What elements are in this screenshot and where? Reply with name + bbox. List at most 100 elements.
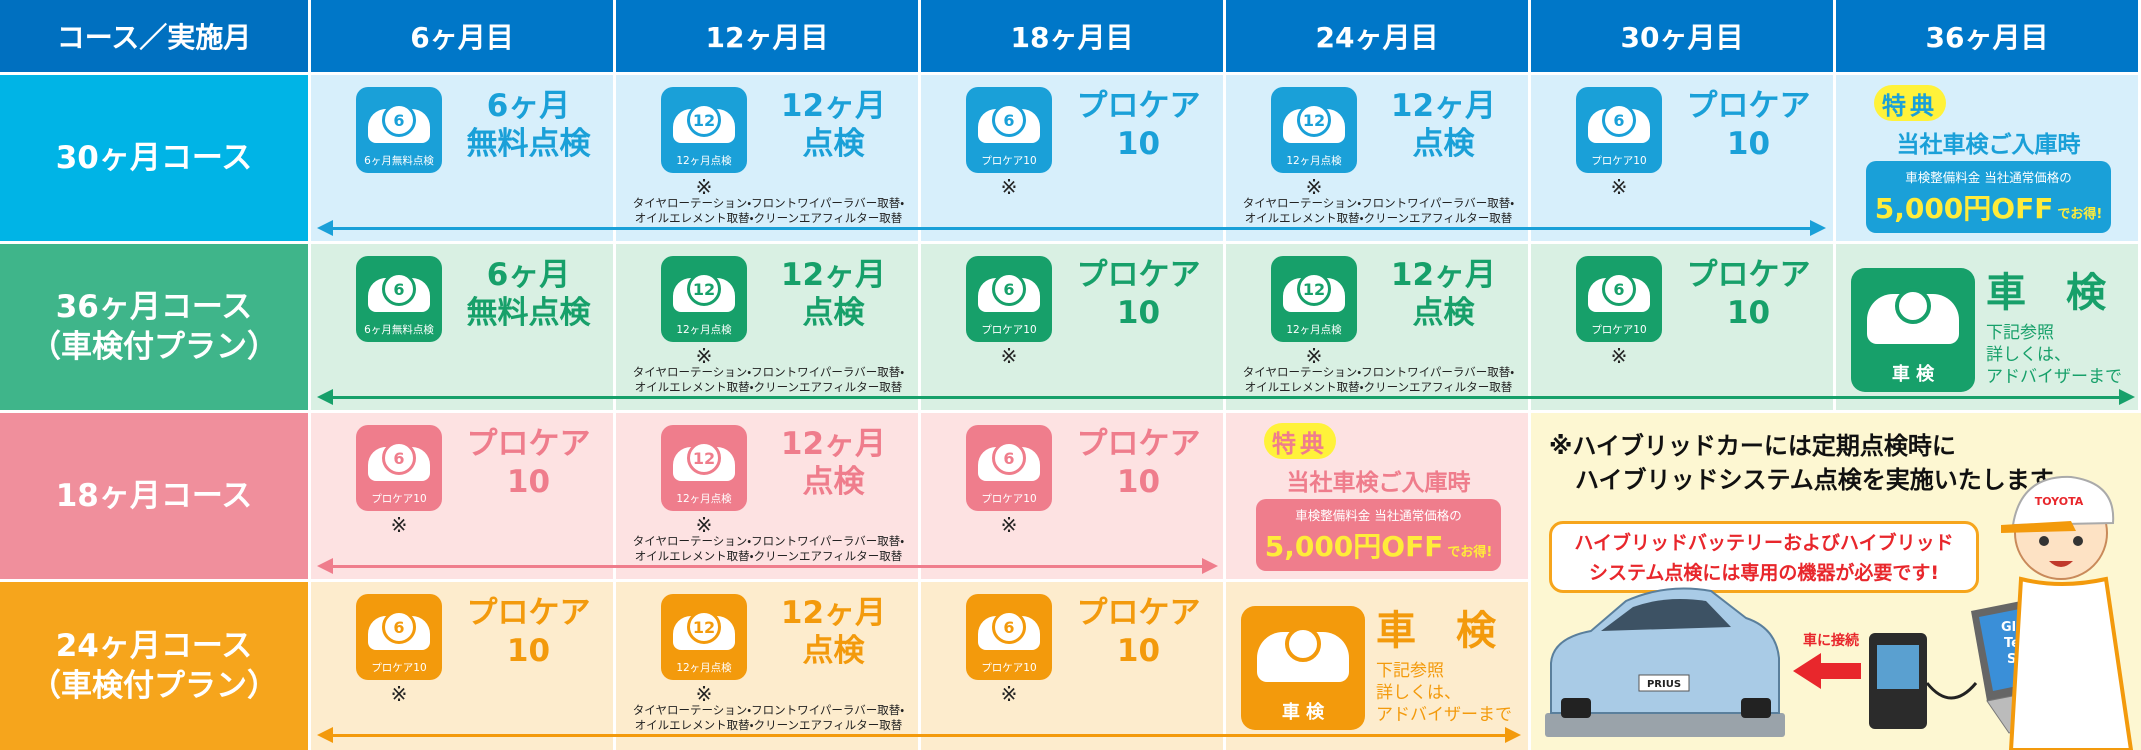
cell-title: プロケア 10 xyxy=(446,425,611,501)
benefit-title: 当社車検ご入庫時 xyxy=(1896,132,2081,158)
detail-line: タイヤローテーション・フロントワイパーラバー取替・ xyxy=(632,365,905,379)
title-line: 10 xyxy=(1116,295,1161,331)
cell-title: 12ヶ月 点検 xyxy=(751,87,916,163)
detail-line: タイヤローテーション・フロントワイパーラバー取替・ xyxy=(1242,196,1515,210)
check-icon: 12 12ヶ月点検 xyxy=(1271,87,1357,173)
mechanic-body xyxy=(2008,576,2134,750)
cell-note: ※ xyxy=(1000,682,1018,706)
icon-number: 6 xyxy=(382,103,416,137)
check-icon: 12 12ヶ月点検 xyxy=(661,594,747,680)
icon-caption: プロケア10 xyxy=(1591,155,1647,167)
icon-number: 12 xyxy=(687,272,721,306)
icon-number: 6 xyxy=(992,103,1026,137)
title-line: 無料点検 xyxy=(466,126,591,162)
detail-line: オイルエレメント取替・クリーンエアフィルター取替 xyxy=(1244,211,1513,225)
inspection-icon: 車 検 xyxy=(1851,268,1975,392)
cell-title: 12ヶ月 点検 xyxy=(751,256,916,332)
cell-note: ※ xyxy=(695,513,713,537)
car-wheel xyxy=(1741,698,1771,718)
cell-title: プロケア 10 xyxy=(446,594,611,670)
cell-note: ※ xyxy=(1610,344,1628,368)
cell-title: プロケア 10 xyxy=(1666,256,1831,332)
inspection-line: 詳しくは、 xyxy=(1986,345,2071,365)
detail-line: オイルエレメント取替・クリーンエアフィルター取替 xyxy=(634,211,903,225)
hybrid-note-line: ※ハイブリッドカーには定期点検時に xyxy=(1549,432,1956,460)
icon-caption: プロケア10 xyxy=(981,662,1037,674)
cell-note: ※ xyxy=(695,175,713,199)
cell-title: プロケア 10 xyxy=(1056,594,1221,670)
arrow-head-left xyxy=(317,727,333,743)
icon-number: 6 xyxy=(992,610,1026,644)
check-icon: 12 12ヶ月点検 xyxy=(661,87,747,173)
course-name: （車検付プラン） xyxy=(30,668,278,704)
icon-caption: プロケア10 xyxy=(981,324,1037,336)
icon-caption: プロケア10 xyxy=(371,662,427,674)
arrow-head-left xyxy=(317,220,333,236)
title-line: 12ヶ月 xyxy=(1390,257,1497,293)
title-line: 12ヶ月 xyxy=(780,595,887,631)
icon-caption: 12ヶ月点検 xyxy=(1286,324,1342,336)
title-line: 点検 xyxy=(802,464,865,500)
title-line: 6ヶ月 xyxy=(486,257,571,293)
icon-number: 12 xyxy=(1297,272,1331,306)
benefit-amount: 5,000円OFF xyxy=(1264,530,1444,563)
inspection-title: 車 検 xyxy=(1376,608,1496,654)
cell-note: ※ xyxy=(1305,344,1323,368)
car-wheel xyxy=(1561,698,1591,718)
check-icon: 6 プロケア10 xyxy=(966,87,1052,173)
course-name: 18ヶ月コース xyxy=(55,478,253,514)
arrow-shaft xyxy=(327,226,1816,230)
icon-caption: 6ヶ月無料点検 xyxy=(364,155,434,167)
course-label: 30ヶ月コース xyxy=(0,75,308,241)
title-line: 10 xyxy=(506,464,551,500)
title-line: 12ヶ月 xyxy=(780,426,887,462)
lift-platform xyxy=(1545,713,1785,737)
month-header: 30ヶ月目 xyxy=(1531,0,1833,72)
course-name: 36ヶ月コース xyxy=(55,289,253,325)
title-line: 無料点検 xyxy=(466,295,591,331)
cell-note: ※ xyxy=(1000,175,1018,199)
icon-caption: 12ヶ月点検 xyxy=(676,324,732,336)
detail-line: タイヤローテーション・フロントワイパーラバー取替・ xyxy=(632,534,905,548)
check-icon: 6 プロケア10 xyxy=(966,256,1052,342)
title-line: プロケア xyxy=(1686,257,1811,293)
cell-title: プロケア 10 xyxy=(1056,256,1221,332)
benefit-badge: 特典 xyxy=(1264,423,1336,459)
title-line: 10 xyxy=(1116,464,1161,500)
icon-number: 12 xyxy=(687,103,721,137)
title-line: 点検 xyxy=(802,126,865,162)
icon-caption: 12ヶ月点検 xyxy=(676,493,732,505)
title-line: 10 xyxy=(1726,295,1771,331)
bubble-line: システム点検には専用の機器が必要です! xyxy=(1588,562,1940,584)
title-line: 12ヶ月 xyxy=(1390,88,1497,124)
arrow-shaft xyxy=(327,564,1208,568)
title-line: 点検 xyxy=(1412,126,1475,162)
car-plate xyxy=(1638,674,1690,692)
check-icon: 6 プロケア10 xyxy=(356,425,442,511)
title-line: 12ヶ月 xyxy=(780,257,887,293)
check-icon: 12 12ヶ月点検 xyxy=(661,425,747,511)
title-line: 10 xyxy=(1116,126,1161,162)
cell-note: ※ xyxy=(390,682,408,706)
title-line: 点検 xyxy=(802,295,865,331)
inspection-line: 下記参照 xyxy=(1376,661,1444,681)
cell-title: 12ヶ月 点検 xyxy=(751,594,916,670)
inspection-ring xyxy=(1285,626,1321,662)
inspection-line: アドバイザーまで xyxy=(1986,367,2122,387)
cell-details: タイヤローテーション・フロントワイパーラバー取替・ オイルエレメント取替・クリーン… xyxy=(612,365,925,395)
benefit-line: 車検整備料金 当社通常価格の xyxy=(1295,508,1462,523)
arrow-head-left xyxy=(317,389,333,405)
title-line: 6ヶ月 xyxy=(486,88,571,124)
title-line: 10 xyxy=(1726,126,1771,162)
hybrid-illustration: PRIUS車に接続GlobalTechStreamTOYOTA xyxy=(1545,475,2134,750)
inspection-icon: 車 検 xyxy=(1241,606,1365,730)
cell-title: 6ヶ月 無料点検 xyxy=(446,87,611,163)
arrow-shaft xyxy=(327,733,1511,737)
mechanic-eye xyxy=(2073,536,2083,546)
scan-cable xyxy=(1925,682,1978,700)
cell-title: プロケア 10 xyxy=(1056,87,1221,163)
check-icon: 6 プロケア10 xyxy=(966,594,1052,680)
cell-note: ※ xyxy=(1000,513,1018,537)
cell-title: 12ヶ月 点検 xyxy=(1361,256,1526,332)
cell-details: タイヤローテーション・フロントワイパーラバー取替・ オイルエレメント取替・クリーン… xyxy=(1222,365,1535,395)
